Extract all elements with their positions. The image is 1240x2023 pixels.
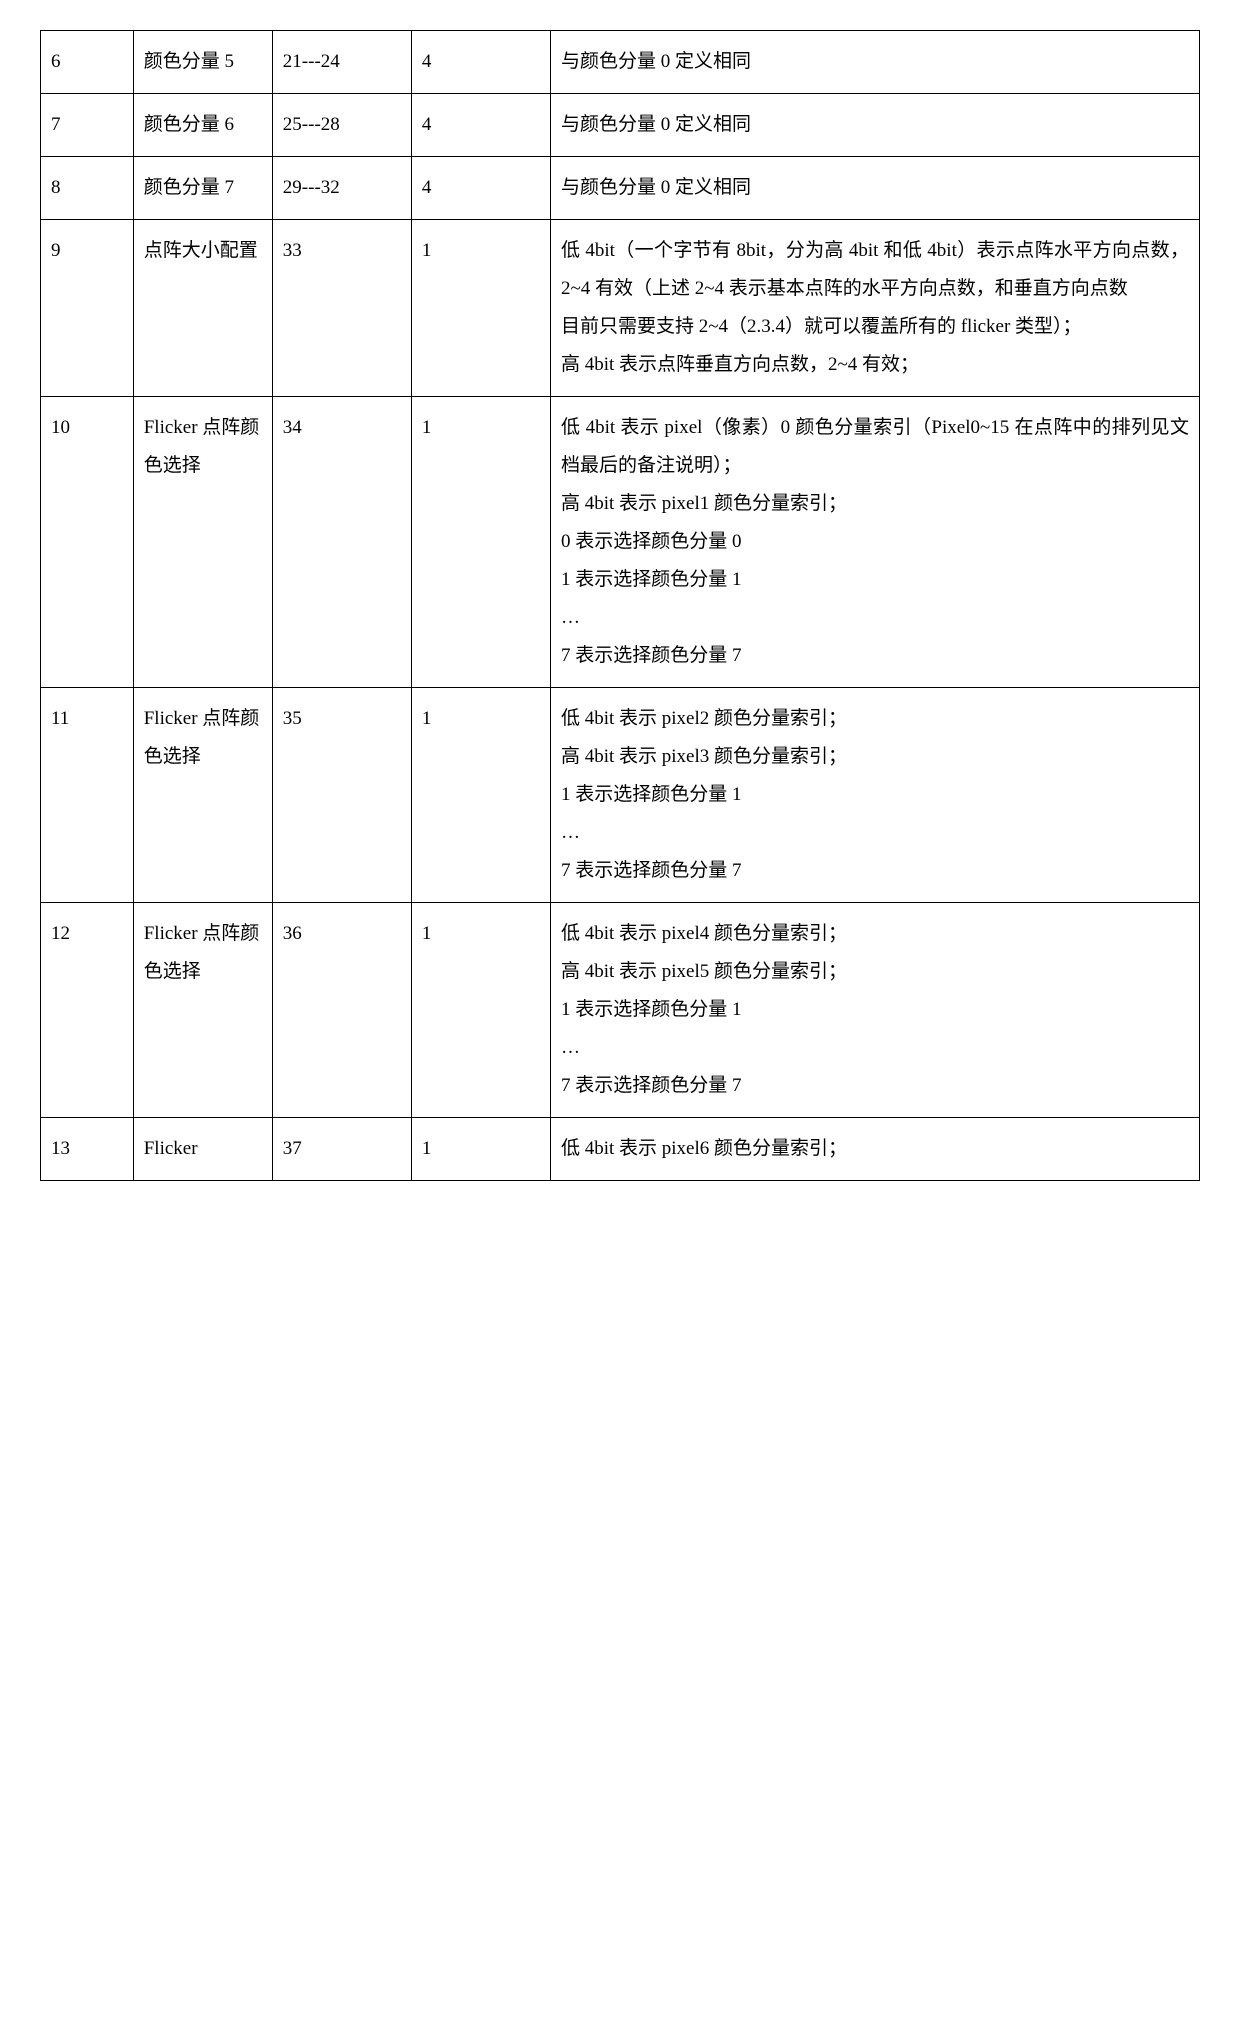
cell-description: 低 4bit 表示 pixel6 颜色分量索引；: [550, 1118, 1199, 1181]
cell-bytes: 25---28: [272, 94, 411, 157]
cell-name: Flicker 点阵颜色选择: [133, 903, 272, 1118]
cell-length: 4: [411, 31, 550, 94]
cell-bytes: 33: [272, 220, 411, 397]
cell-description: 与颜色分量 0 定义相同: [550, 31, 1199, 94]
table-row: 13 Flicker 37 1 低 4bit 表示 pixel6 颜色分量索引；: [41, 1118, 1200, 1181]
cell-length: 1: [411, 903, 550, 1118]
cell-description: 低 4bit 表示 pixel2 颜色分量索引； 高 4bit 表示 pixel…: [550, 688, 1199, 903]
cell-length: 1: [411, 220, 550, 397]
cell-description: 与颜色分量 0 定义相同: [550, 157, 1199, 220]
cell-length: 4: [411, 157, 550, 220]
cell-description: 低 4bit（一个字节有 8bit，分为高 4bit 和低 4bit）表示点阵水…: [550, 220, 1199, 397]
cell-bytes: 36: [272, 903, 411, 1118]
cell-name: 颜色分量 6: [133, 94, 272, 157]
cell-bytes: 29---32: [272, 157, 411, 220]
table-row: 10 Flicker 点阵颜色选择 34 1 低 4bit 表示 pixel（像…: [41, 397, 1200, 688]
cell-name: 颜色分量 7: [133, 157, 272, 220]
table-row: 8 颜色分量 7 29---32 4 与颜色分量 0 定义相同: [41, 157, 1200, 220]
cell-index: 9: [41, 220, 134, 397]
cell-name: Flicker: [133, 1118, 272, 1181]
cell-length: 1: [411, 688, 550, 903]
cell-description: 低 4bit 表示 pixel（像素）0 颜色分量索引（Pixel0~15 在点…: [550, 397, 1199, 688]
cell-length: 1: [411, 397, 550, 688]
cell-name: Flicker 点阵颜色选择: [133, 397, 272, 688]
cell-index: 12: [41, 903, 134, 1118]
table-row: 11 Flicker 点阵颜色选择 35 1 低 4bit 表示 pixel2 …: [41, 688, 1200, 903]
cell-description: 低 4bit 表示 pixel4 颜色分量索引； 高 4bit 表示 pixel…: [550, 903, 1199, 1118]
table-row: 7 颜色分量 6 25---28 4 与颜色分量 0 定义相同: [41, 94, 1200, 157]
cell-bytes: 34: [272, 397, 411, 688]
cell-bytes: 21---24: [272, 31, 411, 94]
cell-length: 1: [411, 1118, 550, 1181]
table-row: 6 颜色分量 5 21---24 4 与颜色分量 0 定义相同: [41, 31, 1200, 94]
cell-index: 7: [41, 94, 134, 157]
cell-name: 点阵大小配置: [133, 220, 272, 397]
spec-table: 6 颜色分量 5 21---24 4 与颜色分量 0 定义相同 7 颜色分量 6…: [40, 30, 1200, 1181]
table-row: 9 点阵大小配置 33 1 低 4bit（一个字节有 8bit，分为高 4bit…: [41, 220, 1200, 397]
cell-name: 颜色分量 5: [133, 31, 272, 94]
cell-bytes: 37: [272, 1118, 411, 1181]
cell-index: 11: [41, 688, 134, 903]
cell-index: 8: [41, 157, 134, 220]
cell-bytes: 35: [272, 688, 411, 903]
cell-name: Flicker 点阵颜色选择: [133, 688, 272, 903]
cell-length: 4: [411, 94, 550, 157]
cell-index: 6: [41, 31, 134, 94]
cell-description: 与颜色分量 0 定义相同: [550, 94, 1199, 157]
cell-index: 13: [41, 1118, 134, 1181]
spec-table-body: 6 颜色分量 5 21---24 4 与颜色分量 0 定义相同 7 颜色分量 6…: [41, 31, 1200, 1181]
cell-index: 10: [41, 397, 134, 688]
table-row: 12 Flicker 点阵颜色选择 36 1 低 4bit 表示 pixel4 …: [41, 903, 1200, 1118]
